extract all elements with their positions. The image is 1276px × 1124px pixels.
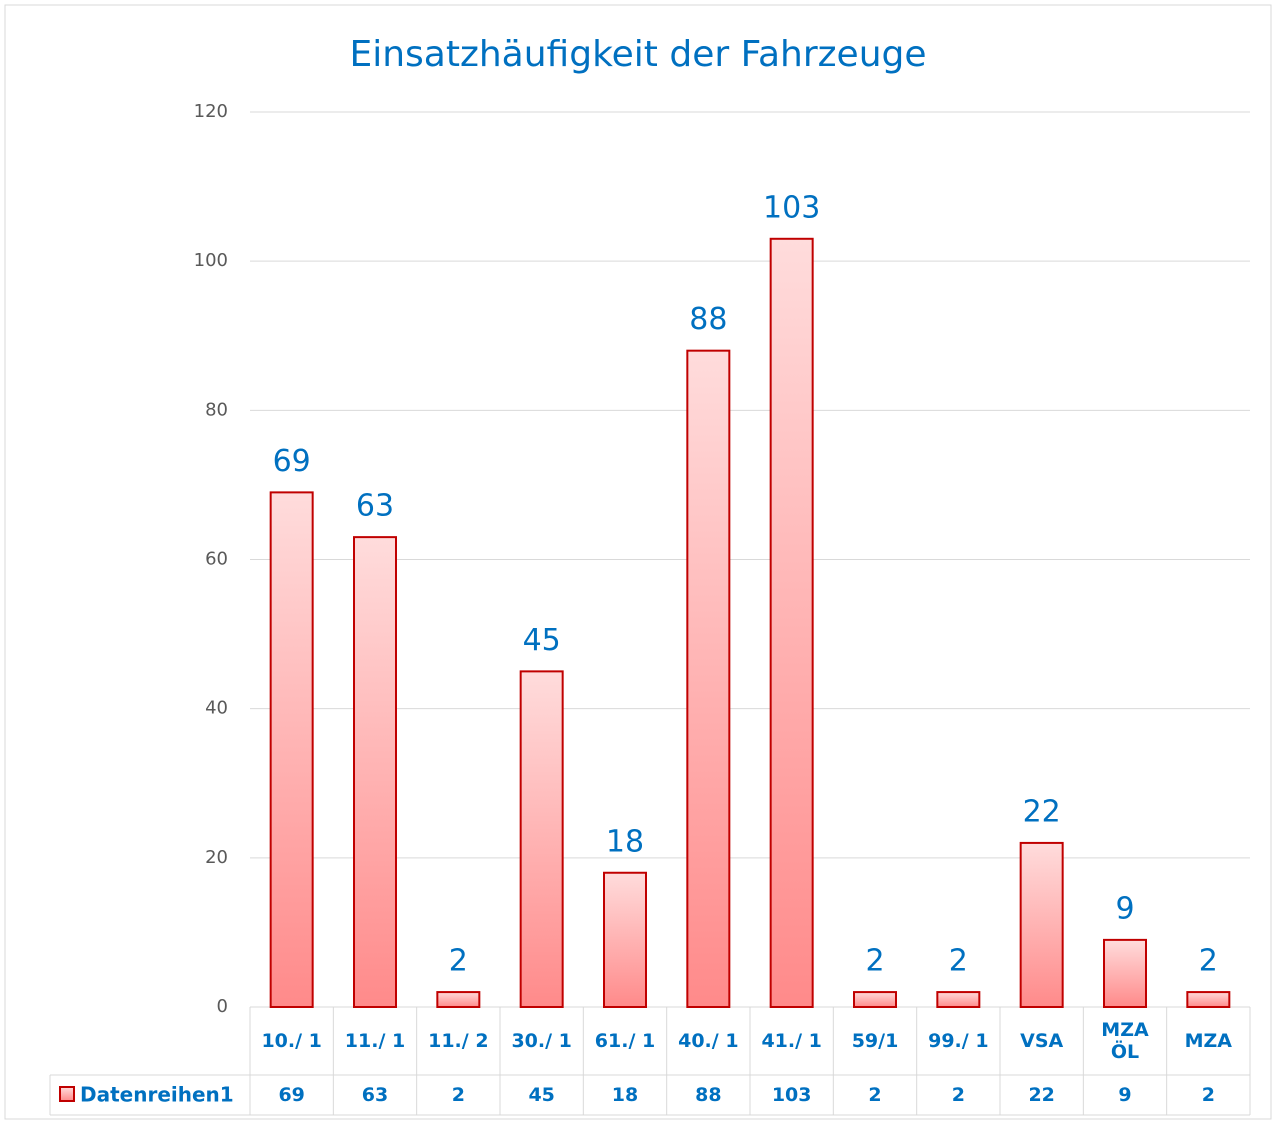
table-value: 2	[951, 1084, 965, 1106]
data-label: 9	[1115, 891, 1134, 926]
y-tick-label: 80	[205, 399, 228, 420]
table-value: 2	[451, 1084, 465, 1106]
legend-label: Datenreihen1	[80, 1083, 234, 1107]
data-label: 69	[273, 444, 311, 479]
x-tick-label: 11./ 1	[344, 1030, 406, 1052]
bar	[353, 536, 397, 1008]
table-value: 9	[1118, 1084, 1132, 1106]
x-tick-label: 99./ 1	[928, 1030, 989, 1052]
bar	[1019, 841, 1064, 1009]
x-tick-label: 61./ 1	[594, 1030, 656, 1052]
x-tick-label: MZA	[1184, 1030, 1233, 1052]
x-tick-label: 40./ 1	[678, 1030, 739, 1052]
table-value: 2	[868, 1084, 882, 1106]
bar	[936, 991, 981, 1008]
x-tick-label: MZA ÖL	[1101, 1019, 1149, 1063]
data-label: 103	[763, 190, 820, 225]
x-tick-label: 30./ 1	[511, 1030, 572, 1052]
x-tick-label: 41./ 1	[761, 1030, 822, 1052]
y-tick-label: 0	[217, 996, 228, 1017]
table-value: 63	[361, 1084, 389, 1106]
bar	[686, 349, 731, 1008]
data-label: 2	[449, 944, 468, 979]
table-value: 18	[611, 1084, 639, 1106]
bar	[269, 491, 314, 1008]
x-tick-label: 59/1	[851, 1030, 899, 1052]
table-value: 22	[1028, 1084, 1055, 1106]
table-value: 88	[695, 1084, 722, 1106]
data-label: 45	[523, 623, 561, 658]
y-tick-label: 100	[194, 250, 228, 271]
data-label: 88	[689, 302, 727, 337]
bar	[603, 871, 647, 1008]
data-label: 2	[1199, 944, 1218, 979]
y-tick-label: 60	[205, 549, 228, 570]
chart-title: Einsatzhäufigkeit der Fahrzeuge	[349, 34, 926, 75]
data-label: 2	[865, 944, 884, 979]
y-tick-label: 20	[205, 847, 228, 868]
x-tick-label: 10./ 1	[261, 1030, 322, 1052]
table-value: 103	[771, 1084, 812, 1106]
y-tick-label: 40	[205, 698, 228, 719]
data-label: 18	[606, 824, 644, 859]
data-label: 63	[356, 489, 394, 524]
bar	[1103, 938, 1147, 1008]
data-label: 22	[1023, 794, 1061, 829]
x-tick-label: VSA	[1020, 1030, 1064, 1052]
legend-swatch	[59, 1086, 75, 1102]
table-value: 2	[1201, 1084, 1215, 1106]
table-value: 45	[528, 1084, 555, 1106]
bar	[436, 991, 481, 1008]
y-tick-label: 120	[194, 101, 228, 122]
x-tick-label: 11./ 2	[428, 1030, 489, 1052]
bar	[1186, 991, 1231, 1008]
data-label: 2	[949, 944, 968, 979]
bar	[853, 991, 897, 1008]
bar	[769, 237, 814, 1008]
bar	[519, 670, 564, 1008]
table-value: 69	[278, 1084, 305, 1106]
